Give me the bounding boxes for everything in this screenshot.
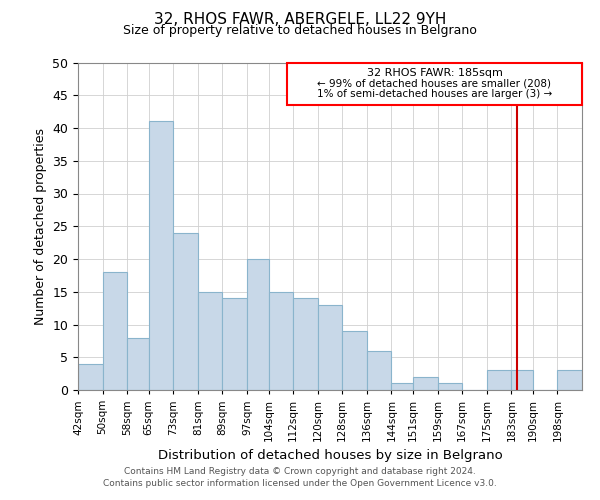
Text: Contains HM Land Registry data © Crown copyright and database right 2024.
Contai: Contains HM Land Registry data © Crown c… bbox=[103, 466, 497, 487]
Bar bbox=[269, 292, 293, 390]
Bar bbox=[511, 370, 533, 390]
Text: 32, RHOS FAWR, ABERGELE, LL22 9YH: 32, RHOS FAWR, ABERGELE, LL22 9YH bbox=[154, 12, 446, 28]
Bar bbox=[367, 350, 391, 390]
Bar bbox=[127, 338, 149, 390]
Bar bbox=[437, 384, 462, 390]
X-axis label: Distribution of detached houses by size in Belgrano: Distribution of detached houses by size … bbox=[158, 450, 502, 462]
Text: 32 RHOS FAWR: 185sqm: 32 RHOS FAWR: 185sqm bbox=[367, 68, 502, 78]
Bar bbox=[557, 370, 582, 390]
Text: 1% of semi-detached houses are larger (3) →: 1% of semi-detached houses are larger (3… bbox=[317, 88, 552, 99]
Bar bbox=[173, 233, 198, 390]
Bar bbox=[198, 292, 223, 390]
Bar bbox=[223, 298, 247, 390]
Bar bbox=[413, 377, 437, 390]
Y-axis label: Number of detached properties: Number of detached properties bbox=[34, 128, 47, 325]
Text: Size of property relative to detached houses in Belgrano: Size of property relative to detached ho… bbox=[123, 24, 477, 37]
FancyBboxPatch shape bbox=[287, 62, 582, 105]
Bar bbox=[391, 384, 413, 390]
Bar bbox=[103, 272, 127, 390]
Bar bbox=[318, 305, 342, 390]
Bar bbox=[149, 122, 173, 390]
Bar bbox=[487, 370, 511, 390]
Bar bbox=[293, 298, 318, 390]
Bar bbox=[78, 364, 103, 390]
Bar bbox=[247, 259, 269, 390]
Text: ← 99% of detached houses are smaller (208): ← 99% of detached houses are smaller (20… bbox=[317, 79, 551, 89]
Bar bbox=[342, 331, 367, 390]
